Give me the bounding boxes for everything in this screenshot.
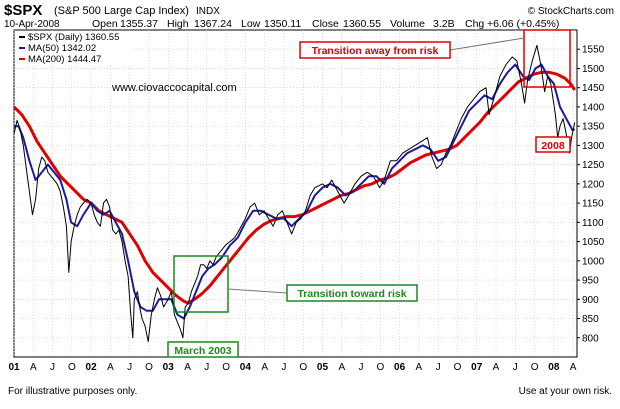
symbol-description: (S&P 500 Large Cap Index) — [54, 5, 189, 17]
y-tick-label: 800 — [582, 333, 599, 344]
year-2008-label: 2008 — [541, 140, 565, 152]
series-line-ma-200 — [12, 70, 576, 305]
x-tick-label: O — [222, 362, 230, 373]
x-tick-label: A — [416, 362, 423, 373]
x-tick-label: 07 — [471, 362, 483, 373]
x-axis: 01 A J O 02 A J O 03 A J O 04 A J O 05 A J O 06 A J O 07 A J O 08 A — [8, 362, 576, 373]
year-2008-label-box — [535, 136, 571, 153]
x-tick-label: 02 — [86, 362, 98, 373]
exchange: INDX — [196, 6, 220, 17]
x-tick-label: 03 — [163, 362, 175, 373]
low-value: 1350.11 — [264, 18, 301, 30]
high-label: High — [167, 18, 189, 30]
x-tick-label: A — [107, 362, 114, 373]
green-box — [173, 255, 229, 313]
march-2003-label-box — [167, 341, 239, 358]
y-tick-label: 1050 — [582, 237, 605, 248]
legend-ma200: MA(200) 1444.47 — [28, 54, 101, 65]
x-tick-label: J — [127, 362, 132, 373]
volume-value: 3.2B — [433, 18, 455, 30]
credit: © StockCharts.com — [528, 6, 614, 17]
watermark: www.ciovaccocapital.com — [111, 82, 237, 94]
change-label: Chg — [465, 18, 484, 30]
y-tick-label: 1500 — [582, 64, 605, 75]
y-tick-label: 850 — [582, 314, 599, 325]
y-tick-label: 1200 — [582, 179, 605, 190]
legend-background — [16, 31, 134, 65]
risk-on-label: Transition toward risk — [297, 288, 406, 300]
x-tick-label: 06 — [394, 362, 406, 373]
x-tick-label: J — [359, 362, 364, 373]
close-label: Close — [312, 18, 339, 30]
x-tick-label: A — [338, 362, 345, 373]
march-2003-label: March 2003 — [174, 345, 231, 357]
x-tick-label: A — [184, 362, 191, 373]
x-tick-label: O — [454, 362, 462, 373]
footer-right: Use at your own risk. — [519, 386, 612, 397]
x-tick-label: O — [68, 362, 76, 373]
x-tick-label: 01 — [8, 362, 20, 373]
legend-price: $SPX (Daily) 1360.55 — [28, 32, 119, 43]
series-line-spx-daily — [13, 44, 576, 343]
legend: $SPX (Daily) 1360.55 MA(50) 1342.02 MA(2… — [16, 31, 134, 65]
red-box — [523, 29, 571, 88]
risk-on-label-box — [286, 284, 418, 302]
y-tick-label: 1250 — [582, 160, 605, 171]
y-tick-label: 1550 — [582, 45, 605, 56]
legend-ma50: MA(50) 1342.02 — [28, 43, 96, 54]
open-label: Open — [92, 18, 118, 30]
low-label: Low — [241, 18, 261, 30]
x-tick-label: J — [436, 362, 441, 373]
open-value: 1355.37 — [120, 18, 158, 30]
arrow-risk-off — [449, 37, 525, 51]
y-tick-label: 950 — [582, 276, 599, 287]
annotations: Transition away from risk Transition tow… — [167, 29, 571, 358]
x-tick-label: A — [261, 362, 268, 373]
arrow-risk-on — [227, 288, 288, 294]
x-tick-label: O — [376, 362, 384, 373]
y-axis: 800 850 900 950 1000 1050 1100 1150 1200 1250 1300… — [577, 45, 605, 344]
x-tick-label: 04 — [240, 362, 252, 373]
x-tick-label: J — [513, 362, 518, 373]
x-tick-label: 08 — [548, 362, 560, 373]
chart-header: $SPX (S&P 500 Large Cap Index) INDX © St… — [4, 2, 614, 30]
y-tick-label: 1300 — [582, 141, 605, 152]
x-tick-label: O — [531, 362, 539, 373]
y-tick-label: 1000 — [582, 256, 605, 267]
y-tick-label: 900 — [582, 295, 599, 306]
y-tick-label: 1350 — [582, 122, 605, 133]
close-value: 1360.55 — [343, 18, 381, 30]
symbol: $SPX — [4, 2, 42, 19]
quote-date: 10-Apr-2008 — [4, 19, 60, 30]
change-value: +6.06 (+0.45%) — [487, 18, 559, 30]
plot-frame — [13, 29, 578, 358]
x-tick-label: A — [30, 362, 37, 373]
x-tick-label: 05 — [317, 362, 329, 373]
series-lines — [12, 44, 576, 343]
x-tick-label: O — [299, 362, 307, 373]
risk-off-label: Transition away from risk — [312, 45, 439, 57]
x-tick-label: J — [204, 362, 209, 373]
y-tick-label: 1100 — [582, 218, 604, 229]
volume-label: Volume — [390, 18, 425, 30]
x-tick-label: J — [50, 362, 55, 373]
x-tick-label: A — [570, 362, 577, 373]
x-tick-label: J — [281, 362, 286, 373]
footer-left: For illustrative purposes only. — [8, 386, 137, 397]
y-tick-label: 1150 — [582, 199, 604, 210]
high-value: 1367.24 — [194, 18, 232, 30]
x-tick-label: O — [145, 362, 153, 373]
x-tick-label: A — [493, 362, 500, 373]
y-tick-label: 1450 — [582, 83, 605, 94]
risk-off-label-box — [299, 41, 451, 59]
y-tick-label: 1400 — [582, 102, 605, 113]
